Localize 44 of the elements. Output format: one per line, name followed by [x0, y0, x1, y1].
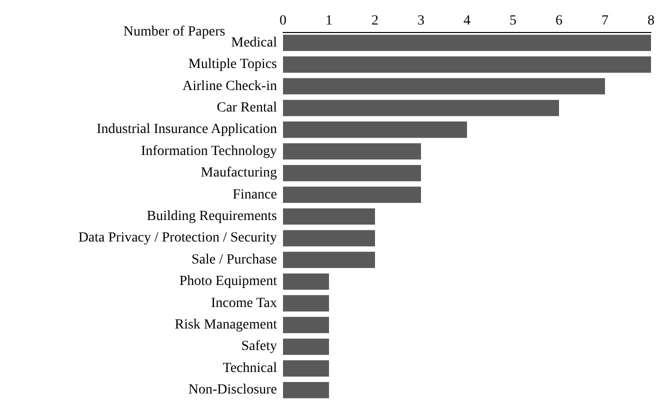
y-tick-label: Income Tax: [210, 296, 277, 311]
y-tick-label: Sale / Purchase: [191, 252, 277, 268]
bar: [283, 186, 421, 203]
y-tick-label: Photo Equipment: [179, 274, 278, 290]
bar: [283, 78, 605, 94]
y-tick-label: Airline Check-in: [182, 78, 277, 94]
x-tick-label: 7: [602, 14, 608, 28]
y-tick-label: Car Rental: [216, 100, 278, 116]
y-tick-label: Industrial Insurance Application: [96, 122, 277, 138]
bar: [283, 252, 375, 268]
x-tick-label: 1: [326, 14, 332, 28]
x-tick-label: 6: [556, 14, 562, 28]
x-tick-label: 4: [464, 14, 470, 28]
y-tick-label: Multiple Topics: [188, 57, 277, 72]
y-tick-label: Maufacturing: [200, 166, 277, 181]
x-axis-title: Number of Papers: [123, 24, 226, 40]
bar: [283, 34, 651, 51]
y-tick-label: Risk Management: [174, 318, 278, 333]
x-tick-label: 5: [510, 14, 516, 28]
y-tick-label: Data Privacy / Protection / Security: [78, 230, 277, 246]
y-tick-label: Building Requirements: [146, 209, 277, 224]
x-tick-label: 2: [372, 14, 378, 28]
x-tick-label: 0: [280, 14, 286, 28]
y-tick-label: Safety: [241, 339, 277, 354]
bar: [283, 273, 329, 290]
y-tick-label: Information Technology: [140, 144, 277, 159]
bar: [283, 122, 467, 138]
bar: [283, 208, 375, 225]
bar: [283, 382, 329, 398]
x-tick-label: 8: [648, 14, 654, 28]
bar: [283, 316, 329, 334]
y-tick-label: Finance: [232, 187, 277, 202]
y-tick-label: Technical: [222, 360, 278, 376]
y-tick-label: Medical: [231, 35, 278, 50]
bar: [283, 338, 329, 355]
bar: [283, 56, 651, 73]
bar: [283, 230, 375, 246]
bar: [283, 143, 421, 160]
bar: [283, 295, 329, 312]
x-tick-label: 3: [418, 14, 424, 28]
bar: [283, 100, 559, 116]
bar: [283, 164, 421, 182]
bar: [283, 360, 329, 377]
y-tick-label: Non-Disclosure: [188, 382, 277, 398]
